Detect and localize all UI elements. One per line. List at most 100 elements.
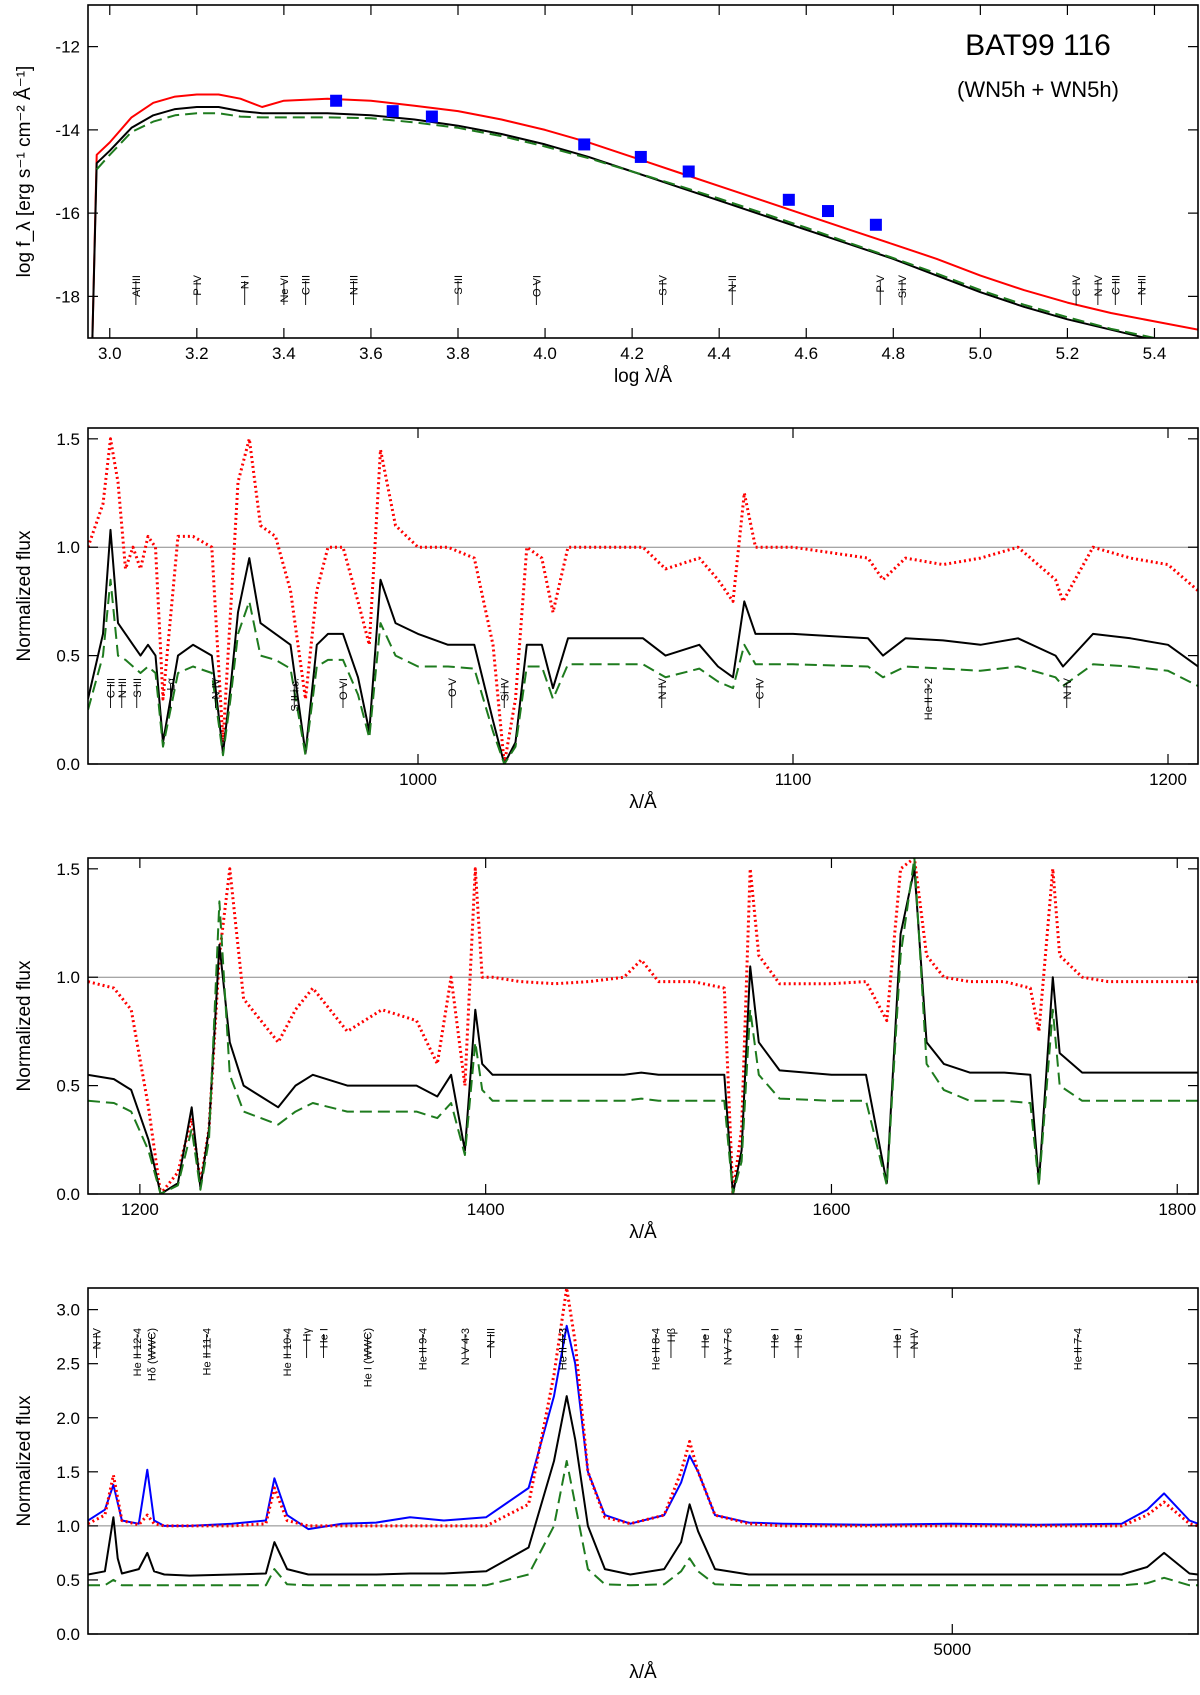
y-tick-label: 1.0 — [56, 538, 80, 557]
y-tick-label: 1.0 — [56, 1517, 80, 1536]
line-id: N IV — [909, 1327, 921, 1358]
x-tick-label: 4.2 — [620, 344, 644, 363]
photometry-marker — [578, 138, 591, 151]
y-tick-label: -18 — [55, 287, 80, 306]
plot-frame — [87, 1287, 1199, 1635]
line-id-label: Lα — [166, 677, 178, 690]
line-id-label: He II 4-3 — [558, 1328, 570, 1370]
series-composite-model — [88, 437, 1198, 764]
photometry-marker — [425, 110, 438, 123]
line-id-label: N IV — [91, 1327, 103, 1349]
line-id-label: P IV — [192, 274, 204, 295]
line-id-label: He I — [793, 1328, 805, 1348]
line-id: He II 4-3 — [558, 1328, 570, 1370]
y-tick-label: -16 — [55, 204, 80, 223]
line-id-label: N IV — [909, 1327, 921, 1349]
photometry-marker — [634, 150, 647, 163]
line-id-label: Al III — [131, 275, 143, 297]
x-tick-label: 5000 — [933, 1640, 971, 1659]
line-id: Ne VI — [279, 275, 291, 305]
x-axis-label: λ/Å — [629, 792, 657, 813]
line-id: Al III — [131, 275, 143, 305]
x-tick-label: 3.0 — [98, 344, 122, 363]
line-id: N V 4-3 — [460, 1328, 472, 1365]
line-id-label: He II 12-4 — [132, 1328, 144, 1376]
line-id-label: He II 3-2 — [923, 678, 935, 720]
line-id: N IV — [657, 677, 669, 708]
x-tick-label: 5.4 — [1143, 344, 1167, 363]
line-id-label: N IV — [211, 677, 223, 699]
line-id-label: S III — [132, 678, 144, 698]
line-id-label: O VI — [531, 275, 543, 297]
y-tick-label: -12 — [55, 38, 80, 57]
line-id: C III — [301, 275, 313, 305]
series-composite-model — [91, 93, 1198, 338]
line-id-label: He II 11-4 — [202, 1328, 214, 1376]
photometry-marker — [682, 165, 695, 178]
line-id: He II 9-4 — [418, 1328, 430, 1370]
y-tick-label: 2.5 — [56, 1355, 80, 1374]
line-id-label: He I (WWC) — [363, 1328, 375, 1387]
line-id: He II 10-4 — [282, 1328, 294, 1376]
line-id: He II 7-4 — [1073, 1328, 1085, 1370]
line-id-label: C III — [1110, 275, 1122, 295]
x-tick-label: 1600 — [813, 1200, 851, 1219]
line-id-label: O V — [447, 677, 459, 697]
plot-frame — [87, 4, 1199, 339]
line-id: N IV — [1093, 274, 1105, 305]
y-tick-label: 1.5 — [56, 860, 80, 879]
series-primary-model — [88, 867, 1198, 1194]
line-id: N V 7-6 — [723, 1328, 735, 1365]
panel-3: 1200 1400 1600 1800 0.0 0.5 1.0 1.5 λ/Å Normalize… — [14, 857, 1199, 1243]
line-id-label: N IV — [1093, 274, 1105, 296]
line-id-label: N III — [349, 275, 361, 295]
line-id: Hβ — [666, 1328, 678, 1358]
series-composite-model — [88, 1288, 1198, 1528]
line-id: N II — [727, 275, 739, 305]
line-id-label: Ne VI — [279, 275, 291, 303]
line-id: He I — [319, 1328, 331, 1358]
line-id-label: He II 8-4 — [651, 1328, 663, 1370]
photometry-marker — [386, 105, 399, 118]
line-id: He I — [700, 1328, 712, 1358]
x-tick-label: 5.0 — [969, 344, 993, 363]
line-id-label: He I — [769, 1328, 781, 1348]
line-id-label: N II — [727, 275, 739, 292]
x-axis-label: log λ/Å — [614, 366, 672, 387]
y-tick-label: 0.0 — [56, 1625, 80, 1644]
line-id-label: N III — [1136, 275, 1148, 295]
line-id: N I — [240, 275, 252, 305]
x-tick-label: 1100 — [775, 770, 812, 789]
line-id-label: C IV — [754, 677, 766, 699]
y-tick-label: -14 — [55, 121, 80, 140]
x-tick-label: 4.8 — [881, 344, 905, 363]
x-tick-label: 5.2 — [1056, 344, 1080, 363]
line-id-label: S IV — [658, 274, 670, 295]
line-id-label: N IV — [1062, 677, 1074, 699]
plot-frame — [87, 857, 1199, 1195]
line-id: S II i.s. — [289, 678, 301, 712]
series-secondary-model — [88, 1460, 1198, 1587]
line-id-label: C IV — [1071, 274, 1083, 296]
line-id-label: He II 7-4 — [1073, 1328, 1085, 1370]
line-id: N IV — [1062, 677, 1074, 708]
line-id-label: He II 9-4 — [418, 1328, 430, 1370]
plot-frame — [87, 427, 1199, 765]
line-id-label: Si IV — [897, 274, 909, 298]
y-tick-label: 2.0 — [56, 1409, 80, 1428]
line-id-label: N V 7-6 — [723, 1328, 735, 1365]
line-id: S IV — [658, 274, 670, 305]
line-id: N IV — [91, 1327, 103, 1358]
line-id-label: Hγ — [302, 1328, 314, 1342]
line-id-label: P V — [875, 274, 887, 292]
line-id: C IV — [754, 677, 766, 708]
y-tick-label: 0.5 — [56, 1077, 80, 1096]
line-id-label: N I — [240, 275, 252, 289]
line-id: P IV — [192, 274, 204, 305]
x-tick-label: 3.4 — [272, 344, 296, 363]
x-tick-label: 1200 — [1149, 770, 1187, 789]
line-id-label: S III — [453, 275, 465, 295]
line-id: N III — [1136, 275, 1148, 305]
